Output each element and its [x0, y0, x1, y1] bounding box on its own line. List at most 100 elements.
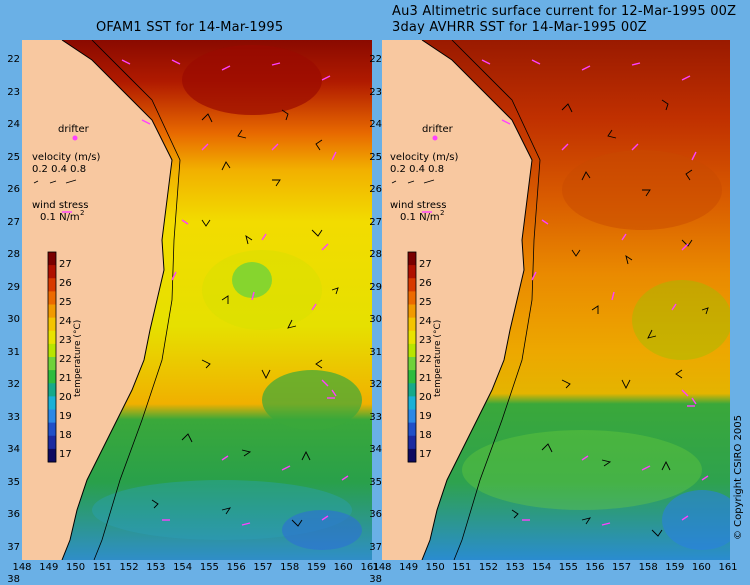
x-tick-label: 153	[146, 562, 166, 573]
colorbar-tick-label: 23	[59, 335, 72, 346]
x-tick-label: 159	[665, 562, 685, 573]
right-drifter-symbol	[432, 135, 438, 141]
y-tick-label: 29	[369, 281, 382, 293]
left-drifter-symbol	[72, 135, 78, 141]
colorbar-swatch	[48, 304, 56, 319]
colorbar-tick-label: 18	[59, 430, 72, 441]
y-tick-label: 37	[369, 541, 382, 553]
colorbar-tick-label: 22	[419, 354, 432, 365]
y-tick-label: 36	[7, 509, 20, 520]
colorbar-swatch	[408, 396, 416, 410]
left-legend-velocity-title: velocity (m/s)	[32, 152, 100, 163]
colorbar-swatch	[48, 317, 56, 332]
x-tick-label: 158	[638, 562, 658, 573]
colorbar-tick-label: 27	[419, 259, 432, 270]
left-legend-drifter-label: drifter	[58, 124, 90, 135]
y-tick-label: 37	[7, 541, 20, 553]
y-tick-label: 24	[369, 119, 382, 130]
colorbar-border	[47, 251, 57, 463]
y-tick-label: 28	[7, 249, 20, 260]
y-tick-label: 27	[369, 216, 382, 228]
colorbar-swatch	[408, 409, 416, 424]
x-tick-label: 154	[532, 562, 552, 573]
left-map-panel: drifter velocity (m/s) 0.2 0.4 0.8 wind …	[22, 40, 372, 560]
y-tick-label: 29	[7, 281, 20, 293]
x-tick-label: 161	[360, 562, 380, 573]
colorbar-swatch	[408, 278, 416, 292]
colorbar-swatch	[408, 357, 416, 371]
left-legend-wind-value: 0.1 N/m	[40, 212, 80, 223]
left-legend-wind-title: wind stress	[32, 200, 88, 211]
colorbar-swatch	[408, 435, 416, 450]
y-tick-label: 33	[7, 411, 20, 423]
x-tick-label: 149	[39, 562, 59, 573]
x-tick-label: 156	[585, 562, 605, 573]
y-tick-label: 23	[7, 86, 20, 98]
right-legend-wind-sup: 2	[440, 209, 444, 217]
right-title-line2: 3day AVHRR SST for 14-Mar-1995 00Z	[392, 20, 647, 35]
left-map: drifter velocity (m/s) 0.2 0.4 0.8 wind …	[22, 40, 372, 560]
colorbar-swatch	[48, 252, 56, 266]
y-tick-label: 25	[7, 151, 20, 163]
y-tick-label: 26	[7, 184, 20, 195]
x-tick-label: 158	[280, 562, 300, 573]
y-tick-label: 22	[7, 54, 20, 65]
left-legend-wind-sup: 2	[80, 209, 84, 217]
copyright: © Copyright CSIRO 2005	[732, 360, 746, 540]
y-tick-label: 31	[7, 346, 20, 358]
y-tick-label: 36	[369, 509, 382, 520]
x-tick-label: 154	[173, 562, 193, 573]
colorbar-swatch	[48, 396, 56, 410]
colorbar-swatch	[48, 435, 56, 450]
right-legend-wind-title: wind stress	[390, 200, 446, 211]
colorbar-swatch	[48, 265, 56, 279]
colorbar-swatch	[408, 448, 416, 463]
y-tick-label: 32	[7, 379, 20, 390]
x-tick-label: 153	[505, 562, 525, 573]
x-tick-label: 160	[691, 562, 711, 573]
colorbar-tick-label: 18	[419, 430, 432, 441]
colorbar-swatch	[408, 330, 416, 345]
colorbar-tick-label: 26	[419, 278, 432, 289]
right-wind-arrows	[481, 59, 709, 526]
colorbar-swatch	[48, 383, 56, 397]
x-tick-label: 148	[372, 562, 392, 573]
y-tick-label: 25	[369, 151, 382, 163]
right-map-panel: drifter velocity (m/s) 0.2 0.4 0.8 wind …	[382, 40, 730, 560]
x-tick-label: 151	[452, 562, 472, 573]
colorbar-tick-label: 27	[59, 259, 72, 270]
left-legend-velocity-values: 0.2 0.4 0.8	[32, 164, 86, 175]
right-map: drifter velocity (m/s) 0.2 0.4 0.8 wind …	[382, 40, 730, 560]
colorbar-swatch	[408, 343, 416, 358]
left-x-axis: 148 149 150 151 152 153 154 155 156 157 158 159 160 1…	[12, 562, 379, 576]
colorbar-tick-label: 25	[59, 297, 72, 308]
y-tick-label: 26	[369, 184, 382, 195]
y-tick-label: 30	[7, 314, 20, 325]
x-tick-label: 157	[253, 562, 273, 573]
colorbar-swatch	[408, 422, 416, 437]
y-tick-label: 28	[369, 249, 382, 260]
colorbar-tick-label: 24	[419, 316, 432, 327]
y-tick-label: 34	[7, 444, 20, 455]
left-y-axis: 22 23 24 25 26 27 28 29 30 31 32 33 34 35 36 37 38	[0, 40, 20, 585]
colorbar-tick-label: 26	[59, 278, 72, 289]
colorbar-tick-label: 19	[419, 411, 432, 422]
right-colorbar: 27 26 25 24 23 22 21 20 19 18 17 temperature (°C)	[407, 251, 443, 463]
colorbar-swatch	[408, 304, 416, 319]
colorbar-swatch	[48, 330, 56, 345]
y-tick-label: 23	[369, 86, 382, 98]
colorbar-swatch	[408, 291, 416, 305]
colorbar-tick-label: 20	[59, 392, 72, 403]
x-tick-label: 148	[12, 562, 32, 573]
y-tick-label: 24	[7, 119, 20, 130]
right-legend-velocity-values: 0.2 0.4 0.8	[390, 164, 444, 175]
right-y-axis: 22 23 24 25 26 27 28 29 30 31 32 33 34 35 36 37 38	[362, 40, 382, 585]
copyright-text: © Copyright CSIRO 2005	[733, 415, 744, 540]
left-title: OFAM1 SST for 14-Mar-1995	[96, 20, 284, 35]
colorbar-tick-label: 19	[59, 411, 72, 422]
colorbar-swatch	[48, 409, 56, 424]
y-tick-label: 31	[369, 346, 382, 358]
colorbar-swatch	[48, 370, 56, 384]
colorbar-swatch	[48, 448, 56, 463]
colorbar-tick-label: 23	[419, 335, 432, 346]
